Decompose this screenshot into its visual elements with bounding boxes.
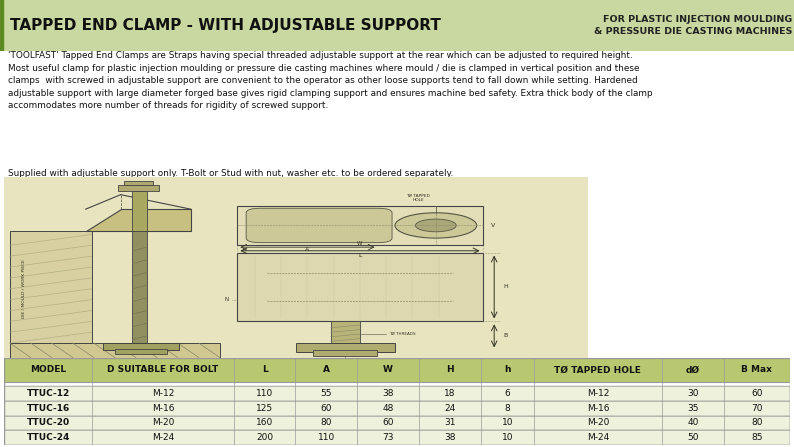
Text: M-20: M-20	[152, 418, 174, 427]
Text: TTUC-16: TTUC-16	[26, 404, 70, 413]
Text: 31: 31	[444, 418, 456, 427]
Text: H: H	[446, 365, 454, 374]
Text: 110: 110	[318, 433, 335, 442]
Text: M-16: M-16	[152, 404, 174, 413]
Text: 48: 48	[383, 404, 394, 413]
Bar	[124, 181, 152, 185]
Text: M-16: M-16	[587, 404, 609, 413]
Bar	[314, 350, 377, 356]
Text: 6: 6	[504, 389, 511, 398]
Text: W: W	[384, 365, 393, 374]
Text: TTUC-12: TTUC-12	[26, 389, 70, 398]
Text: 110: 110	[256, 389, 273, 398]
Bar	[133, 191, 147, 231]
Text: DIE / MOULD / WORK PIECE: DIE / MOULD / WORK PIECE	[22, 259, 26, 318]
Bar	[295, 343, 395, 352]
Text: H: H	[503, 284, 507, 290]
Polygon shape	[86, 209, 191, 231]
Text: 10: 10	[502, 433, 513, 442]
Text: B: B	[503, 333, 507, 338]
Text: M-12: M-12	[587, 389, 609, 398]
Text: HOLE: HOLE	[412, 198, 424, 202]
Text: B Max: B Max	[742, 365, 773, 374]
Text: dØ: dØ	[686, 365, 700, 374]
Bar	[115, 349, 168, 354]
Bar	[10, 231, 91, 343]
Text: TAPPED END CLAMP - WITH ADJUSTABLE SUPPORT: TAPPED END CLAMP - WITH ADJUSTABLE SUPPO…	[10, 18, 441, 33]
FancyBboxPatch shape	[246, 208, 392, 243]
Text: 60: 60	[321, 404, 332, 413]
Text: FOR PLASTIC INJECTION MOULDING
& PRESSURE DIE CASTING MACHINES: FOR PLASTIC INJECTION MOULDING & PRESSUR…	[594, 15, 792, 37]
Text: 85: 85	[751, 433, 763, 442]
Text: 125: 125	[256, 404, 273, 413]
Text: A: A	[323, 365, 330, 374]
Text: 70: 70	[751, 404, 763, 413]
Text: TØ TAPPED HOLE: TØ TAPPED HOLE	[554, 365, 642, 374]
Bar	[4, 430, 790, 445]
Bar	[237, 253, 483, 321]
Bar	[103, 343, 179, 350]
Text: 50: 50	[687, 433, 699, 442]
Bar	[133, 231, 147, 343]
Text: 8: 8	[504, 404, 511, 413]
Bar	[4, 386, 790, 401]
Text: TTUC-24: TTUC-24	[26, 433, 70, 442]
Text: 200: 200	[256, 433, 273, 442]
Bar	[10, 343, 220, 358]
Text: TØ TAPPED: TØ TAPPED	[407, 194, 430, 198]
Text: M-20: M-20	[587, 418, 609, 427]
Text: MODEL: MODEL	[30, 365, 66, 374]
Text: ADJUSTABLE SUPPORT: ADJUSTABLE SUPPORT	[322, 359, 368, 363]
Text: 18: 18	[444, 389, 456, 398]
Text: 30: 30	[687, 389, 699, 398]
Text: 80: 80	[321, 418, 332, 427]
Text: 73: 73	[383, 433, 394, 442]
Text: 40: 40	[687, 418, 699, 427]
Text: 10: 10	[502, 418, 513, 427]
Bar	[4, 358, 790, 382]
Text: h: h	[504, 365, 511, 374]
Text: M-24: M-24	[152, 433, 174, 442]
Text: 160: 160	[256, 418, 273, 427]
Text: TØ THREADS: TØ THREADS	[389, 332, 416, 336]
Text: M-12: M-12	[152, 389, 174, 398]
Text: W: W	[357, 241, 363, 246]
Circle shape	[415, 219, 457, 232]
Text: A: A	[306, 247, 310, 253]
Text: V: V	[491, 223, 495, 228]
Circle shape	[395, 213, 476, 238]
Text: 38: 38	[444, 433, 456, 442]
Text: L: L	[358, 253, 362, 258]
Text: 80: 80	[751, 418, 763, 427]
Text: 55: 55	[321, 389, 332, 398]
Text: dø: dø	[333, 374, 340, 379]
Text: M-24: M-24	[587, 433, 609, 442]
Text: N: N	[225, 297, 229, 302]
Bar	[237, 206, 483, 245]
Text: 60: 60	[751, 389, 763, 398]
Text: 35: 35	[687, 404, 699, 413]
Text: 60: 60	[383, 418, 394, 427]
Bar	[4, 401, 790, 416]
Bar	[0, 0, 3, 51]
Text: (FORGED BASE): (FORGED BASE)	[329, 365, 362, 369]
Bar	[4, 416, 790, 430]
Text: L: L	[262, 365, 268, 374]
Text: TTUC-20: TTUC-20	[26, 418, 70, 427]
Bar	[331, 321, 360, 343]
Text: 'TOOLFAST' Tapped End Clamps are Straps having special threaded adjustable suppo: 'TOOLFAST' Tapped End Clamps are Straps …	[8, 51, 653, 110]
Bar	[118, 185, 159, 191]
Text: 38: 38	[383, 389, 394, 398]
Text: 24: 24	[445, 404, 456, 413]
Text: Supplied with adjustable support only. T-Bolt or Stud with nut, washer etc. to b: Supplied with adjustable support only. T…	[8, 169, 453, 177]
Text: D SUITABLE FOR BOLT: D SUITABLE FOR BOLT	[107, 365, 218, 374]
